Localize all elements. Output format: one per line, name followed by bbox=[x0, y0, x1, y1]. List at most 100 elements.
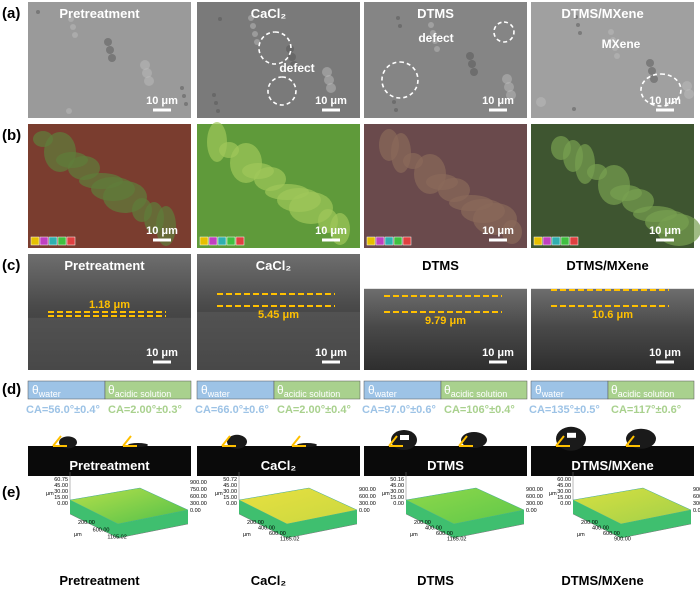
texture bbox=[180, 86, 184, 90]
defect-circle bbox=[267, 76, 297, 106]
y-tick: 300.00 bbox=[693, 501, 700, 507]
texture bbox=[106, 46, 114, 54]
texture bbox=[214, 101, 218, 105]
texture bbox=[468, 60, 476, 68]
y-tick: 0.00 bbox=[190, 508, 201, 514]
eds-patch bbox=[502, 220, 522, 244]
element-key bbox=[199, 236, 209, 246]
scale-label: 10 μm bbox=[482, 347, 514, 359]
x-tick: 600.00 bbox=[269, 531, 286, 537]
texture bbox=[144, 76, 154, 86]
eds-patch bbox=[132, 198, 152, 222]
theta-sub: acidic solution bbox=[618, 389, 675, 399]
sem-image bbox=[197, 2, 360, 118]
texture bbox=[614, 53, 620, 59]
y-tick: 0.00 bbox=[526, 508, 537, 514]
texture bbox=[184, 102, 188, 106]
texture bbox=[398, 24, 402, 28]
axis-box bbox=[238, 472, 358, 539]
acid-droplet bbox=[461, 432, 487, 448]
panel-label: (a) bbox=[2, 5, 20, 22]
theta-sub: water bbox=[38, 389, 61, 399]
z-tick: 45.00 bbox=[390, 483, 404, 489]
acid-header bbox=[440, 380, 528, 400]
y-tick: 300.00 bbox=[359, 501, 376, 507]
element-key bbox=[217, 236, 227, 246]
panel-label: (c) bbox=[2, 257, 20, 274]
thickness-label: 10.6 μm bbox=[592, 309, 633, 321]
theta-sub: acidic solution bbox=[115, 389, 172, 399]
theta-symbol: θ bbox=[444, 383, 451, 397]
z-tick: 15.00 bbox=[390, 495, 404, 501]
eds-patch bbox=[414, 154, 446, 194]
texture bbox=[218, 17, 222, 21]
texture bbox=[504, 82, 514, 92]
z-tick: 30.00 bbox=[54, 489, 68, 495]
theta-symbol: θ bbox=[535, 383, 542, 397]
z-tick: 30.00 bbox=[390, 489, 404, 495]
element-key bbox=[384, 236, 394, 246]
texture bbox=[290, 61, 298, 69]
y-tick: 900.00 bbox=[190, 480, 207, 486]
element-key bbox=[542, 236, 552, 246]
x-tick: 400.00 bbox=[592, 526, 609, 532]
eds-patch bbox=[551, 136, 571, 160]
texture bbox=[182, 94, 186, 98]
x-tick: 1165.02 bbox=[280, 537, 299, 543]
eds-patch bbox=[633, 206, 677, 222]
texture bbox=[72, 32, 78, 38]
element-key bbox=[393, 236, 403, 246]
y-tick: 0.00 bbox=[359, 508, 370, 514]
ca-acid: CA=2.00°±0.4° bbox=[277, 404, 351, 416]
theta-symbol: θ bbox=[32, 383, 39, 397]
y-tick: 750.00 bbox=[190, 487, 207, 493]
eds-patch bbox=[449, 195, 493, 211]
acid-header bbox=[104, 380, 192, 400]
y-tick: 300.00 bbox=[190, 501, 207, 507]
theta-label: θwater bbox=[32, 383, 61, 399]
panel-label: (b) bbox=[2, 127, 21, 144]
x-tick: 400.00 bbox=[258, 526, 275, 532]
scale-label: 10 μm bbox=[649, 347, 681, 359]
sem-image bbox=[531, 2, 694, 118]
theta-label: θacidic solution bbox=[277, 383, 340, 399]
theta-symbol: θ bbox=[201, 383, 208, 397]
acid-droplet bbox=[626, 428, 656, 449]
scale-label: 10 μm bbox=[315, 95, 347, 107]
element-key bbox=[30, 236, 40, 246]
texture bbox=[536, 97, 546, 107]
angle-mark bbox=[291, 435, 306, 447]
x-unit: μm bbox=[410, 532, 418, 538]
element-key bbox=[226, 236, 236, 246]
y-tick: 300.00 bbox=[526, 501, 543, 507]
theta-label: θwater bbox=[368, 383, 397, 399]
angle-mark bbox=[52, 435, 67, 447]
cross-section bbox=[531, 288, 694, 370]
texture bbox=[506, 90, 516, 100]
z-tick: 45.00 bbox=[54, 483, 68, 489]
theta-label: θwater bbox=[535, 383, 564, 399]
sample-title: Pretreatment bbox=[59, 6, 140, 21]
sample-title: DTMS/MXene bbox=[561, 6, 643, 21]
ca-acid: CA=117°±0.6° bbox=[611, 404, 681, 416]
element-key bbox=[66, 236, 76, 246]
texture bbox=[36, 10, 40, 14]
element-key bbox=[375, 236, 385, 246]
eds-patch bbox=[318, 209, 338, 233]
eds-patch bbox=[598, 165, 630, 205]
z-tick: 15.00 bbox=[54, 495, 68, 501]
z-unit: μm bbox=[549, 491, 557, 497]
texture bbox=[650, 75, 658, 83]
texture bbox=[216, 109, 220, 113]
annotation: defect bbox=[279, 61, 314, 75]
texture bbox=[502, 74, 512, 84]
droplet-glint bbox=[400, 435, 409, 440]
theta-sub: acidic solution bbox=[284, 389, 341, 399]
x-tick: 1165.02 bbox=[107, 535, 126, 541]
x-tick: 400.00 bbox=[425, 526, 442, 532]
eds-patch bbox=[230, 143, 262, 183]
sample-title: DTMS/MXene bbox=[561, 573, 643, 588]
ca-water: CA=56.0°±0.4° bbox=[26, 404, 100, 416]
droplet-glint bbox=[567, 432, 576, 438]
